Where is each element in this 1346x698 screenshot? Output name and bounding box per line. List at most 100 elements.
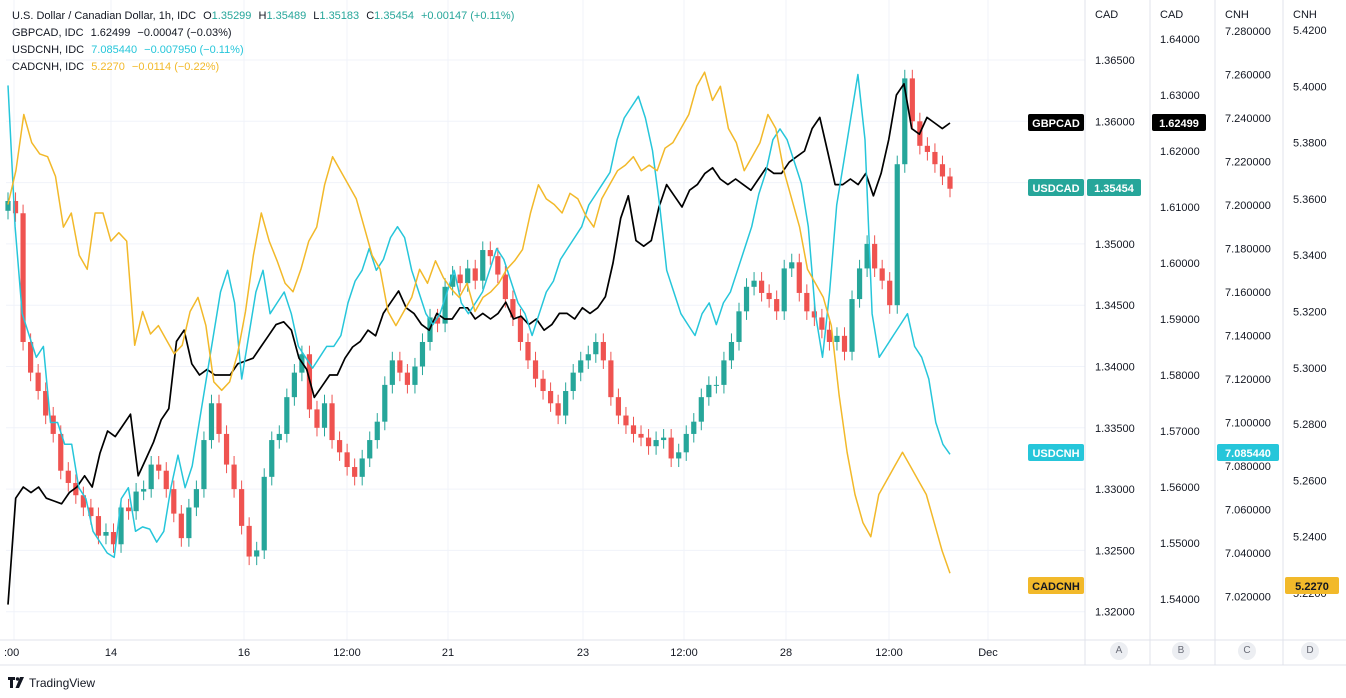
usdcad-candle (879, 268, 885, 281)
legend-title-usdcad: U.S. Dollar / Canadian Dollar, 1h, IDC (12, 10, 197, 22)
usdcad-candle (593, 341, 599, 355)
usdcad-candle (336, 440, 343, 453)
x-tick-label: 12:00 (333, 647, 361, 659)
y-tick-label: 5.2400 (1293, 532, 1327, 544)
y-tick-label: 1.57000 (1160, 426, 1200, 438)
usdcad-candle (661, 437, 667, 441)
usdcad-candle (789, 262, 795, 269)
x-tick-label: 21 (442, 647, 454, 659)
usdcad-candle (404, 372, 411, 385)
usdcad-candle (110, 532, 117, 545)
tag-label-text-cadcnh: CADCNH (1032, 581, 1080, 593)
y-tick-label: 5.4000 (1293, 81, 1327, 93)
usdcad-candle (73, 482, 79, 496)
usdcad-candle (796, 262, 802, 293)
y-tick-label: 7.240000 (1225, 113, 1271, 125)
y-tick-label: 7.160000 (1225, 287, 1271, 299)
legend-low-label: L (313, 10, 320, 22)
y-tick-label: 5.3800 (1293, 138, 1327, 150)
scale-button-a[interactable]: A (1110, 642, 1128, 660)
usdcad-candle (698, 397, 704, 422)
usdcad-candle (939, 164, 946, 177)
usdcad-candle (216, 403, 222, 434)
usdcad-candle (261, 476, 267, 551)
tradingview-logo-icon (8, 677, 24, 688)
tag-value-text-usdcad: 1.35454 (1094, 183, 1135, 195)
usdcad-candle (269, 440, 275, 477)
legend-value-cadcnh: 5.2270 (91, 61, 125, 73)
legend-title-usdcnh: USDCNH, IDC (12, 44, 85, 56)
y-tick-label: 1.54000 (1160, 594, 1200, 606)
usdcad-candle (442, 286, 448, 324)
y-tick-label: 5.3000 (1293, 363, 1327, 375)
y-tick-label: 1.35000 (1095, 239, 1135, 251)
y-tick-label: 1.59000 (1160, 314, 1200, 326)
tag-value-cadcnh (1285, 577, 1339, 594)
usdcad-candle (246, 525, 252, 557)
usdcad-candle (826, 329, 833, 342)
usdcad-candle (95, 516, 102, 536)
scale-button-b[interactable]: B (1172, 642, 1190, 660)
y-tick-label: 7.200000 (1225, 200, 1271, 212)
usdcad-candle (186, 507, 192, 539)
usdcad-candle (510, 299, 516, 318)
x-tick-label: 16 (238, 647, 250, 659)
usdcad-candle (434, 317, 441, 324)
x-tick-label: 12:00 (670, 647, 698, 659)
legend-change-usdcnh: −0.007950 (−0.11%) (144, 44, 244, 56)
legend-row-cadcnh: CADCNH, IDC 5.2270 −0.0114 (−0.22%) (12, 59, 518, 76)
legend-change-gbpcad: −0.00047 (−0.03%) (137, 27, 232, 39)
scale-button-d[interactable]: D (1301, 642, 1319, 660)
tag-value-gbpcad (1152, 114, 1206, 131)
legend-value-usdcnh: 7.085440 (91, 44, 138, 56)
usdcad-candle (856, 268, 863, 300)
usdcad-candle (691, 421, 697, 434)
usdcad-candle (43, 391, 49, 416)
usdcad-candle (615, 397, 622, 416)
usdcad-candle (344, 452, 350, 468)
y-tick-label: 7.180000 (1225, 244, 1271, 256)
brand[interactable]: TradingView (8, 676, 95, 690)
usdcad-candle (28, 341, 34, 373)
y-tick-label: 1.58000 (1160, 370, 1200, 382)
y-tick-label: 7.140000 (1225, 331, 1271, 343)
usdcad-candle (171, 489, 177, 514)
y-tick-label: 5.3600 (1293, 194, 1327, 206)
y-tick-label: 7.100000 (1225, 418, 1271, 430)
y-tick-label: 7.040000 (1225, 548, 1271, 560)
usdcad-candle (35, 372, 41, 392)
tag-value-usdcad (1087, 179, 1141, 196)
usdcad-candle (887, 280, 893, 306)
usdcad-candle (540, 378, 546, 392)
usdcad-candle (20, 213, 26, 342)
usdcad-candle (585, 354, 591, 361)
usdcad-candle (774, 299, 780, 312)
usdcad-candle (849, 299, 855, 352)
brand-name: TradingView (29, 676, 96, 690)
y-tick-label: 1.36500 (1095, 55, 1135, 67)
y-tick-label: 1.62000 (1160, 146, 1200, 158)
legend-title-gbpcad: GBPCAD, IDC (12, 27, 84, 39)
y-tick-label: 1.61000 (1160, 202, 1200, 214)
usdcad-candle (525, 341, 531, 361)
scale-button-c[interactable]: C (1238, 642, 1256, 660)
usdcad-candle (254, 550, 260, 557)
usdcad-candle (103, 532, 109, 536)
usdcad-candle (133, 491, 139, 512)
y-tick-label: 1.55000 (1160, 538, 1200, 550)
y-tick-label: 7.280000 (1225, 26, 1271, 38)
usdcad-candle (480, 250, 486, 281)
tag-label-usdcad (1028, 179, 1084, 196)
legend-change-cadcnh: −0.0114 (−0.22%) (131, 61, 220, 73)
usdcad-candle (201, 440, 207, 490)
usdcad-candle (721, 360, 727, 385)
usdcad-candle (638, 433, 644, 438)
usdcad-candle (736, 311, 742, 342)
axis-title-a: CAD (1095, 9, 1118, 21)
y-tick-label: 5.2800 (1293, 419, 1327, 431)
tag-label-text-usdcnh: USDCNH (1032, 448, 1079, 460)
usdcad-candle (367, 440, 373, 459)
y-tick-label: 7.220000 (1225, 157, 1271, 169)
usdcad-candle (819, 317, 825, 330)
